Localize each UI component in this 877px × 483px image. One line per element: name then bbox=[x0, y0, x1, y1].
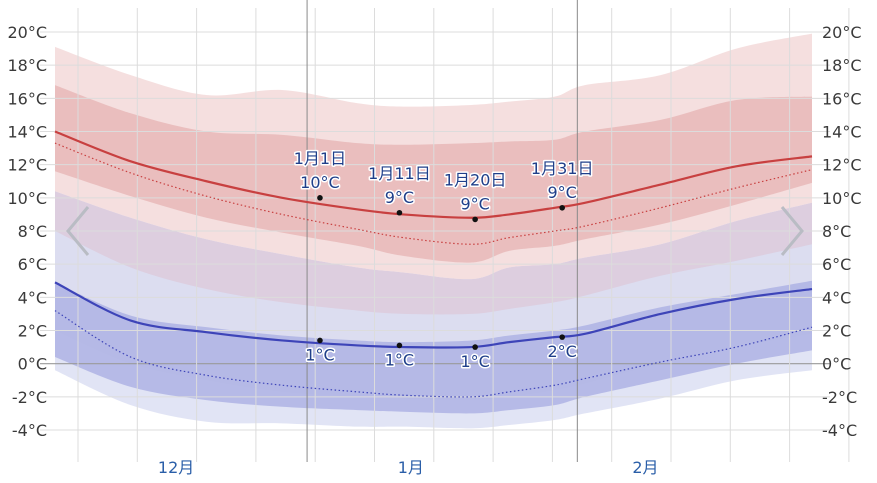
annotation-high: 9°C bbox=[460, 194, 489, 213]
high-point bbox=[396, 209, 403, 216]
annotation-high: 10°C bbox=[300, 173, 340, 192]
low-point bbox=[559, 334, 565, 340]
y-tick-label-right: 10°C bbox=[822, 189, 862, 208]
low-point bbox=[317, 337, 323, 344]
x-axis-months: 12月 1月 2月 bbox=[158, 458, 659, 477]
month-label: 2月 bbox=[632, 458, 658, 477]
y-tick-label-left: 20°C bbox=[7, 23, 47, 42]
y-tick-label-left: 16°C bbox=[7, 89, 47, 108]
annotation-low: 1°C bbox=[305, 345, 334, 364]
y-tick-label-right: 4°C bbox=[822, 288, 851, 307]
annotation-date: 1月1日 bbox=[294, 149, 346, 168]
y-tick-label-left: 4°C bbox=[18, 288, 47, 307]
next-button[interactable] bbox=[774, 203, 808, 259]
prev-button[interactable] bbox=[62, 203, 96, 259]
y-tick-label-right: 12°C bbox=[822, 156, 862, 175]
y-tick-label-left: -4°C bbox=[12, 421, 47, 440]
y-tick-label-left: -2°C bbox=[12, 388, 47, 407]
lines-layer bbox=[54, 130, 813, 398]
y-tick-label-left: 8°C bbox=[18, 222, 47, 241]
annotation-low: 1°C bbox=[385, 350, 414, 369]
high-point bbox=[559, 204, 565, 211]
y-tick-label-left: 10°C bbox=[7, 189, 47, 208]
annotation-high: 9°C bbox=[385, 188, 414, 207]
series-line-2 bbox=[54, 281, 813, 349]
y-tick-label-left: 6°C bbox=[18, 255, 47, 274]
y-tick-label-right: 2°C bbox=[822, 322, 851, 341]
y-tick-label-left: 0°C bbox=[18, 355, 47, 374]
y-tick-label-right: 18°C bbox=[822, 56, 862, 75]
y-tick-label-left: 18°C bbox=[7, 56, 47, 75]
y-tick-label-right: 8°C bbox=[822, 222, 851, 241]
month-label: 12月 bbox=[158, 458, 194, 477]
chevron-right-icon bbox=[780, 206, 804, 256]
annotation-high: 9°C bbox=[548, 183, 577, 202]
annotation-date: 1月20日 bbox=[444, 170, 507, 189]
y-axis-right: 20°C 18°C 16°C 14°C 12°C 10°C 8°C 6°C 4°C 2°C 0°C -… bbox=[822, 23, 862, 440]
series-line-1 bbox=[54, 142, 813, 245]
y-tick-label-right: 16°C bbox=[822, 89, 862, 108]
y-tick-label-right: -2°C bbox=[822, 388, 857, 407]
y-tick-label-right: 6°C bbox=[822, 255, 851, 274]
high-point bbox=[317, 195, 323, 201]
series-line-0 bbox=[54, 130, 813, 219]
y-tick-label-right: 0°C bbox=[822, 355, 851, 374]
month-label: 1月 bbox=[398, 458, 424, 477]
annotation-low: 2°C bbox=[548, 342, 577, 361]
annotation-date: 1月31日 bbox=[531, 159, 594, 178]
annotation-date: 1月11日 bbox=[368, 164, 431, 183]
y-tick-label-right: 20°C bbox=[822, 23, 862, 42]
y-tick-label-right: 14°C bbox=[822, 123, 862, 142]
y-tick-label-left: 14°C bbox=[7, 123, 47, 142]
grid-layer bbox=[40, 0, 850, 462]
chevron-left-icon bbox=[66, 206, 90, 256]
low-point bbox=[396, 342, 403, 349]
y-tick-label-right: -4°C bbox=[822, 421, 857, 440]
low-point bbox=[472, 344, 478, 350]
high-point bbox=[472, 216, 478, 223]
annotations-layer: 1月1日 10°C 1°C 1月11日 9°C 1°C 1月20日 9°C 1°C 1月31日 9°… bbox=[292, 147, 595, 372]
y-tick-label-left: 12°C bbox=[7, 156, 47, 175]
annotation-low: 1°C bbox=[460, 352, 489, 371]
y-axis-left: 20°C 18°C 16°C 14°C 12°C 10°C 8°C 6°C 4°C 2°C 0°C -… bbox=[7, 23, 47, 440]
y-tick-label-left: 2°C bbox=[18, 322, 47, 341]
